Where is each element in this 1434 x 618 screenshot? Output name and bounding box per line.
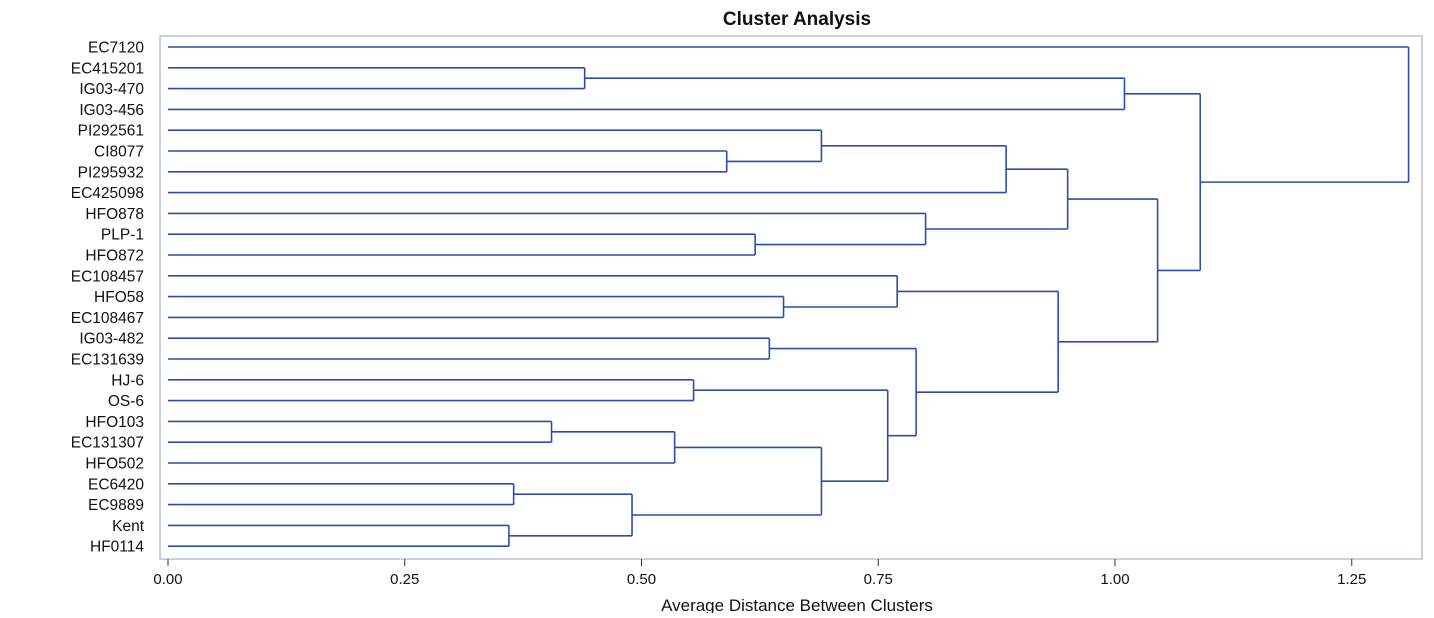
leaf-label: EC131639 [71, 352, 144, 369]
x-axis: 0.00 0.25 0.50 0.75 1.00 1.25 [153, 559, 1366, 588]
x-tick-label: 1.00 [1100, 571, 1129, 588]
x-tick-label: 0.75 [864, 571, 893, 588]
leaf-label: IG03-470 [79, 81, 144, 98]
leaf-label: Kent [112, 518, 145, 535]
leaf-label: OS-6 [108, 393, 144, 410]
x-tick-label: 1.25 [1337, 571, 1366, 588]
leaf-label: PLP-1 [101, 227, 144, 244]
leaf-label: IG03-482 [79, 331, 144, 348]
leaf-labels: EC7120 EC415201 IG03-470 IG03-456 PI292561 CI… [71, 40, 145, 556]
leaf-label: IG03-456 [79, 102, 144, 119]
leaf-label: HFO502 [85, 456, 144, 473]
x-tick-label: 0.50 [627, 571, 656, 588]
leaf-label: EC131307 [71, 435, 144, 452]
leaf-label: HF0114 [90, 539, 144, 556]
leaf-label: HFO58 [94, 289, 144, 306]
leaf-label: CI8077 [94, 144, 144, 161]
leaf-label: EC7120 [88, 40, 144, 57]
leaf-label: HFO872 [85, 248, 144, 265]
x-tick-label: 0.00 [153, 571, 182, 588]
x-tick-label: 0.25 [390, 571, 419, 588]
plot-frame [159, 35, 1423, 560]
leaf-label: EC9889 [88, 497, 144, 514]
leaf-label: HJ-6 [111, 372, 144, 389]
x-axis-title: Average Distance Between Clusters [661, 596, 933, 613]
leaf-label: EC108467 [71, 310, 144, 327]
leaf-label: PI292561 [78, 123, 144, 140]
leaf-label: PI295932 [78, 164, 144, 181]
dendrogram-branches [168, 46, 1410, 548]
leaf-label: EC6420 [88, 476, 144, 493]
chart-title: Cluster Analysis [723, 9, 871, 30]
leaf-label: HFO103 [85, 414, 144, 431]
leaf-label: EC415201 [71, 60, 144, 77]
leaf-label: EC425098 [71, 185, 144, 202]
leaf-label: EC108457 [71, 268, 144, 285]
leaf-label: HFO878 [85, 206, 144, 223]
